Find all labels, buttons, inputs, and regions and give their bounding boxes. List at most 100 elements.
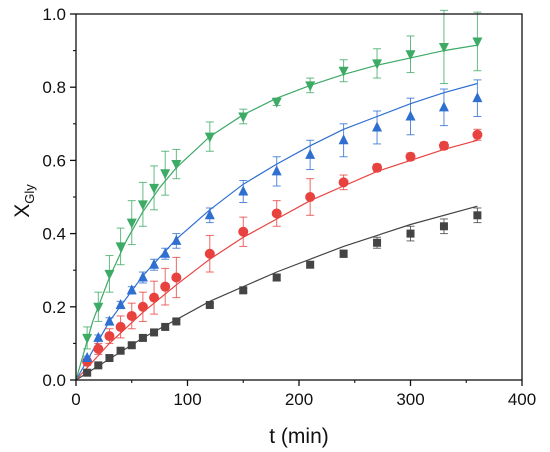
data-point-s3-17 — [438, 88, 449, 127]
data-point-s4-14 — [338, 59, 349, 83]
data-point-s2-4 — [115, 315, 126, 339]
circle-marker — [149, 292, 160, 303]
data-point-s2-9 — [171, 256, 182, 299]
data-point-s3-13 — [305, 139, 316, 171]
triangle-down-marker — [93, 302, 104, 313]
data-point-s2-14 — [338, 174, 349, 191]
triangle-up-marker — [372, 121, 383, 132]
data-point-s4-6 — [137, 181, 148, 227]
triangle-down-marker — [82, 333, 93, 344]
data-point-s1-9 — [172, 317, 181, 326]
data-point-s1-1 — [83, 368, 92, 377]
y-tick-label: 0.8 — [42, 78, 66, 97]
x-tick-label: 0 — [71, 390, 80, 409]
triangle-down-marker — [204, 132, 215, 143]
triangle-up-marker — [115, 298, 126, 309]
data-point-s4-10 — [204, 121, 215, 152]
data-point-s3-4 — [115, 298, 126, 310]
triangle-down-marker — [238, 112, 249, 123]
triangle-down-marker — [171, 160, 182, 171]
plot-layer — [75, 9, 483, 381]
triangle-up-marker — [126, 284, 137, 295]
triangle-up-marker — [82, 352, 93, 363]
data-point-s1-11 — [239, 286, 248, 295]
y-axis-title-main: X — [11, 204, 34, 218]
data-point-s2-15 — [372, 162, 383, 173]
triangle-up-marker — [171, 234, 182, 245]
circle-marker — [115, 321, 126, 332]
triangle-down-marker — [271, 97, 282, 108]
data-point-s2-6 — [137, 291, 148, 322]
data-point-s4-8 — [160, 150, 171, 196]
circle-marker — [204, 248, 215, 259]
data-point-s2-12 — [271, 200, 282, 227]
data-point-s4-15 — [372, 48, 383, 79]
triangle-down-marker — [126, 218, 137, 229]
circle-marker — [305, 192, 316, 202]
triangle-down-marker — [472, 37, 483, 48]
data-point-s1-5 — [127, 341, 136, 350]
data-point-s4-4 — [115, 227, 126, 266]
data-point-s3-15 — [372, 110, 383, 145]
data-point-s2-7 — [149, 280, 160, 315]
square-marker — [205, 300, 214, 309]
triangle-up-marker — [93, 331, 104, 342]
y-axis-title: XGly — [11, 184, 37, 218]
triangle-down-marker — [104, 269, 115, 280]
data-point-s1-3 — [105, 354, 114, 363]
data-point-s2-11 — [238, 216, 249, 247]
triangle-down-marker — [338, 66, 349, 77]
data-point-s1-6 — [138, 333, 147, 342]
circle-marker — [271, 208, 282, 219]
data-point-s3-5 — [126, 284, 137, 295]
square-marker — [272, 273, 281, 282]
triangle-up-marker — [305, 148, 316, 159]
triangle-up-marker — [238, 185, 249, 196]
data-point-s3-2 — [93, 331, 104, 342]
data-point-s3-9 — [171, 233, 182, 249]
square-marker — [94, 361, 103, 370]
data-point-s4-16 — [405, 35, 416, 74]
y-tick-label: 1.0 — [42, 5, 66, 24]
circle-marker — [338, 177, 349, 188]
y-tick-label: 0.0 — [42, 371, 66, 390]
data-point-s2-16 — [405, 151, 416, 162]
triangle-up-marker — [271, 165, 282, 176]
triangle-up-marker — [160, 247, 171, 258]
data-point-s4-17 — [438, 9, 449, 85]
data-point-s3-6 — [137, 271, 148, 284]
data-point-s3-10 — [204, 207, 215, 224]
data-point-s4-13 — [305, 77, 316, 94]
square-marker — [83, 368, 92, 377]
circle-marker — [405, 151, 416, 162]
x-axis-title: t (min) — [269, 425, 329, 448]
data-point-s3-7 — [149, 258, 160, 271]
circle-marker — [171, 272, 182, 283]
triangle-down-marker — [405, 50, 416, 61]
triangle-down-marker — [305, 81, 316, 92]
triangle-down-marker — [137, 200, 148, 211]
fit-curve-1 — [75, 205, 478, 381]
circle-marker — [160, 281, 171, 292]
triangle-down-marker — [438, 42, 449, 53]
data-point-s3-1 — [82, 352, 93, 363]
y-tick-label: 0.4 — [42, 225, 66, 244]
triangle-up-marker — [405, 110, 416, 121]
y-tick-label: 0.2 — [42, 298, 66, 317]
data-point-s4-11 — [238, 108, 249, 125]
data-point-s2-13 — [305, 178, 316, 216]
x-tick-label: 300 — [396, 390, 424, 409]
data-point-s1-17 — [439, 218, 448, 235]
data-point-s2-17 — [438, 140, 449, 151]
data-point-s4-5 — [126, 200, 137, 246]
data-point-s2-8 — [160, 267, 171, 306]
data-point-s3-14 — [338, 123, 349, 158]
data-point-s1-16 — [406, 225, 415, 242]
data-point-s1-14 — [339, 249, 348, 258]
circle-marker — [93, 343, 104, 354]
y-axis-title-subscript: Gly — [22, 184, 37, 204]
data-point-s3-16 — [405, 97, 416, 136]
circle-marker — [472, 129, 483, 140]
circle-marker — [372, 162, 383, 173]
